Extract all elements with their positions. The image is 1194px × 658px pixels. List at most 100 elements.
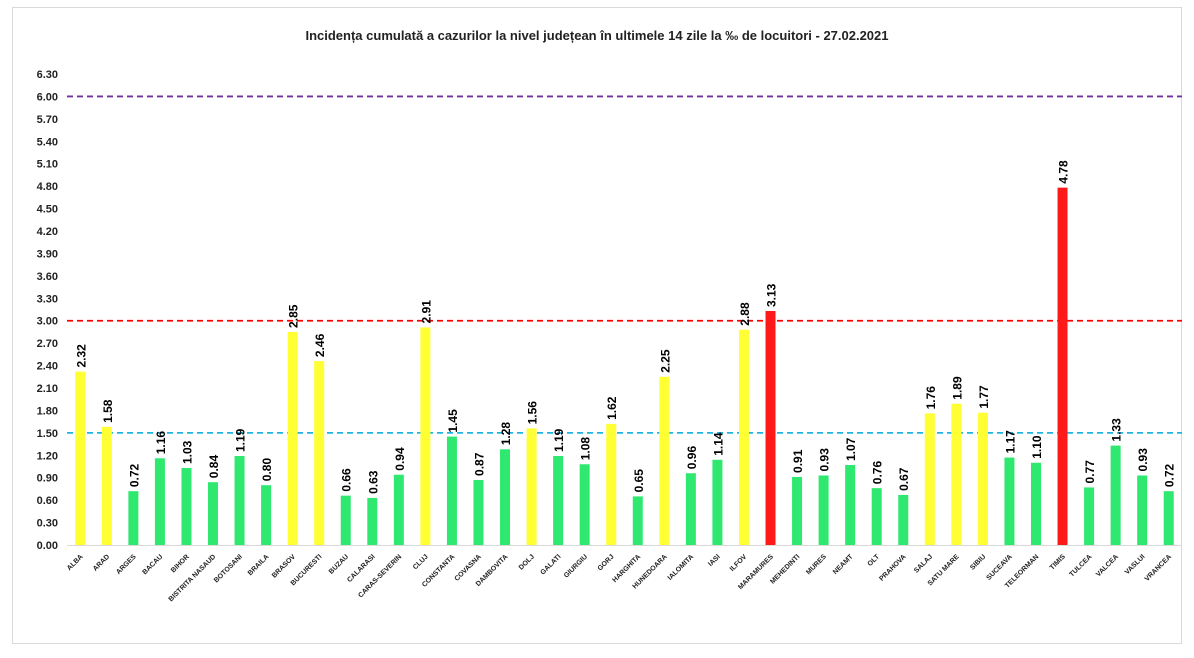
x-tick-label: BACAU [142,553,165,576]
bar [818,475,829,545]
y-tick-label: 5.70 [37,114,58,126]
bar [101,426,112,545]
y-tick-label: 3.60 [37,271,58,283]
y-axis: 0.00 0.30 0.60 0.90 1.20 1.50 1.80 2.10 2.40 2.70… [37,69,58,552]
data-label: 1.16 [154,431,168,455]
value-labels: 2.32 1.58 0.72 1.16 1.03 0.84 1.19 0.80 2.85 2.46… [74,160,1176,494]
data-label: 2.46 [313,333,327,357]
data-label: 0.63 [366,470,380,494]
bar [181,467,192,545]
data-label: 0.94 [393,447,407,471]
bar [287,331,298,545]
y-tick-label: 4.50 [37,204,58,216]
y-tick-label: 4.20 [37,226,58,238]
y-tick-label: 6.00 [37,91,58,103]
bar [553,456,564,545]
x-tick-label: ILFOV [729,553,749,573]
bar [154,458,165,545]
x-tick-label: BRASOV [271,553,297,579]
y-tick-label: 2.70 [37,338,58,350]
data-label: 1.33 [1110,418,1124,442]
x-tick-label: OLT [867,553,882,568]
bars [75,187,1174,545]
x-tick-label: GALATI [540,553,563,576]
bar [871,488,882,545]
data-label: 0.76 [871,460,885,484]
y-tick-label: 1.80 [37,405,58,417]
bar [659,376,670,545]
x-tick-label: IALOMITA [667,553,696,582]
bar [1110,445,1121,545]
data-label: 0.77 [1083,460,1097,484]
data-label: 1.56 [526,401,540,425]
data-label: 0.93 [818,448,832,472]
y-tick-label: 6.30 [37,69,58,81]
x-tick-label: BIHOR [170,553,191,574]
bar [420,327,431,545]
data-label: 4.78 [1057,160,1071,184]
data-label: 1.08 [579,437,593,461]
x-tick-label: BOTOSANI [213,553,244,584]
x-tick-label: ARGES [115,553,138,576]
x-tick-label: GORJ [597,553,616,572]
bar [446,436,457,545]
data-label: 1.19 [234,428,248,452]
x-tick-label: SUCEAVA [985,553,1013,581]
bar [367,497,378,545]
bar [393,474,404,545]
data-label: 1.10 [1030,435,1044,459]
bar [1163,491,1174,545]
y-tick-label: 0.00 [37,540,58,552]
data-label: 0.84 [207,455,221,479]
y-tick-label: 3.30 [37,293,58,305]
bar [128,491,139,545]
bar [208,482,219,545]
bar [685,473,696,545]
x-tick-label: TULCEA [1068,553,1093,578]
data-label: 1.77 [977,385,991,409]
x-tick-label: BRAILA [247,553,271,577]
bar [1137,475,1148,545]
data-label: 1.58 [101,399,115,423]
data-label: 1.07 [844,437,858,461]
bar [977,412,988,545]
x-tick-label: ARAD [92,553,111,572]
data-label: 3.13 [765,283,779,307]
bar [500,449,511,545]
x-tick-label: IASI [707,553,722,568]
x-tick-label: VASLUI [1124,553,1147,576]
bar [606,423,617,545]
data-label: 2.25 [658,349,672,373]
bar [526,428,537,545]
x-tick-label: CLUJ [412,553,430,571]
x-tick-label: BUZAU [328,553,350,575]
data-label: 2.88 [738,302,752,326]
data-label: 0.72 [1163,463,1177,487]
y-tick-label: 5.10 [37,159,58,171]
x-tick-label: ALBA [66,553,85,572]
bar [75,371,86,545]
data-label: 0.66 [340,468,354,492]
bar [898,494,909,545]
bar [261,485,272,545]
data-label: 1.28 [499,422,513,446]
x-tick-label: TIMIS [1049,553,1067,571]
data-label: 2.32 [74,344,88,368]
y-tick-label: 2.10 [37,383,58,395]
x-tick-label: SALAJ [913,553,934,574]
x-tick-label: VALCEA [1095,553,1120,578]
bar [845,465,856,545]
data-label: 1.03 [180,440,194,464]
y-tick-label: 4.80 [37,181,58,193]
bar [340,495,351,545]
bar [473,479,484,545]
bar [632,496,643,545]
y-tick-label: 3.00 [37,316,58,328]
bar [579,464,590,545]
data-label: 0.87 [472,452,486,476]
bar [1084,487,1095,545]
y-tick-label: 0.90 [37,473,58,485]
bar [1057,187,1068,545]
